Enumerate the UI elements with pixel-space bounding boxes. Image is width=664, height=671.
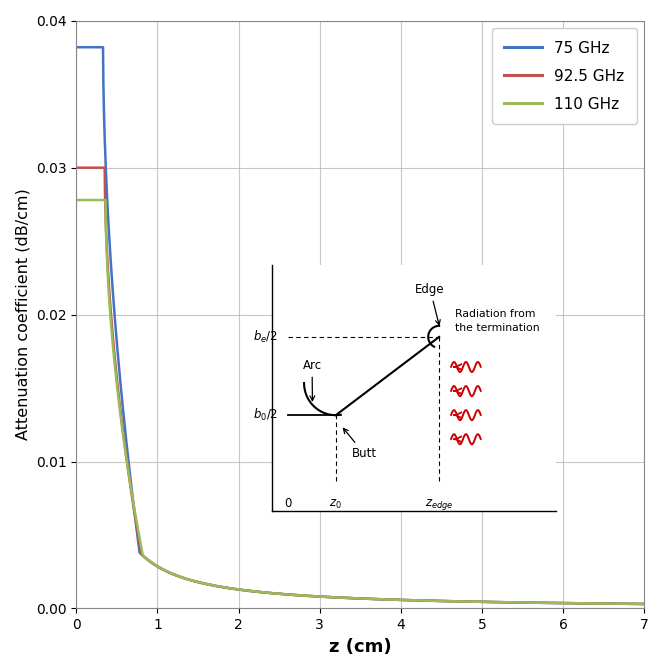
75 GHz	[568, 599, 576, 607]
110 GHz	[137, 542, 145, 550]
92.5 GHz	[290, 591, 298, 599]
110 GHz	[171, 571, 179, 579]
110 GHz	[640, 600, 648, 608]
75 GHz	[640, 600, 648, 608]
92.5 GHz	[171, 571, 179, 579]
Y-axis label: Attenuation coefficient (dB/cm): Attenuation coefficient (dB/cm)	[15, 189, 31, 440]
75 GHz	[137, 550, 145, 558]
110 GHz	[315, 592, 323, 601]
92.5 GHz	[315, 592, 323, 601]
75 GHz	[72, 43, 80, 51]
110 GHz	[568, 599, 576, 607]
92.5 GHz	[629, 600, 637, 608]
Line: 75 GHz: 75 GHz	[76, 47, 644, 604]
92.5 GHz	[137, 550, 145, 558]
110 GHz	[72, 196, 80, 204]
75 GHz	[315, 592, 323, 601]
Legend: 75 GHz, 92.5 GHz, 110 GHz: 75 GHz, 92.5 GHz, 110 GHz	[492, 28, 637, 124]
75 GHz	[629, 600, 637, 608]
110 GHz	[629, 600, 637, 608]
92.5 GHz	[72, 164, 80, 172]
92.5 GHz	[568, 599, 576, 607]
110 GHz	[290, 591, 298, 599]
75 GHz	[290, 591, 298, 599]
92.5 GHz	[640, 600, 648, 608]
75 GHz	[171, 571, 179, 579]
X-axis label: z (cm): z (cm)	[329, 637, 392, 656]
Line: 92.5 GHz: 92.5 GHz	[76, 168, 644, 604]
Line: 110 GHz: 110 GHz	[76, 200, 644, 604]
